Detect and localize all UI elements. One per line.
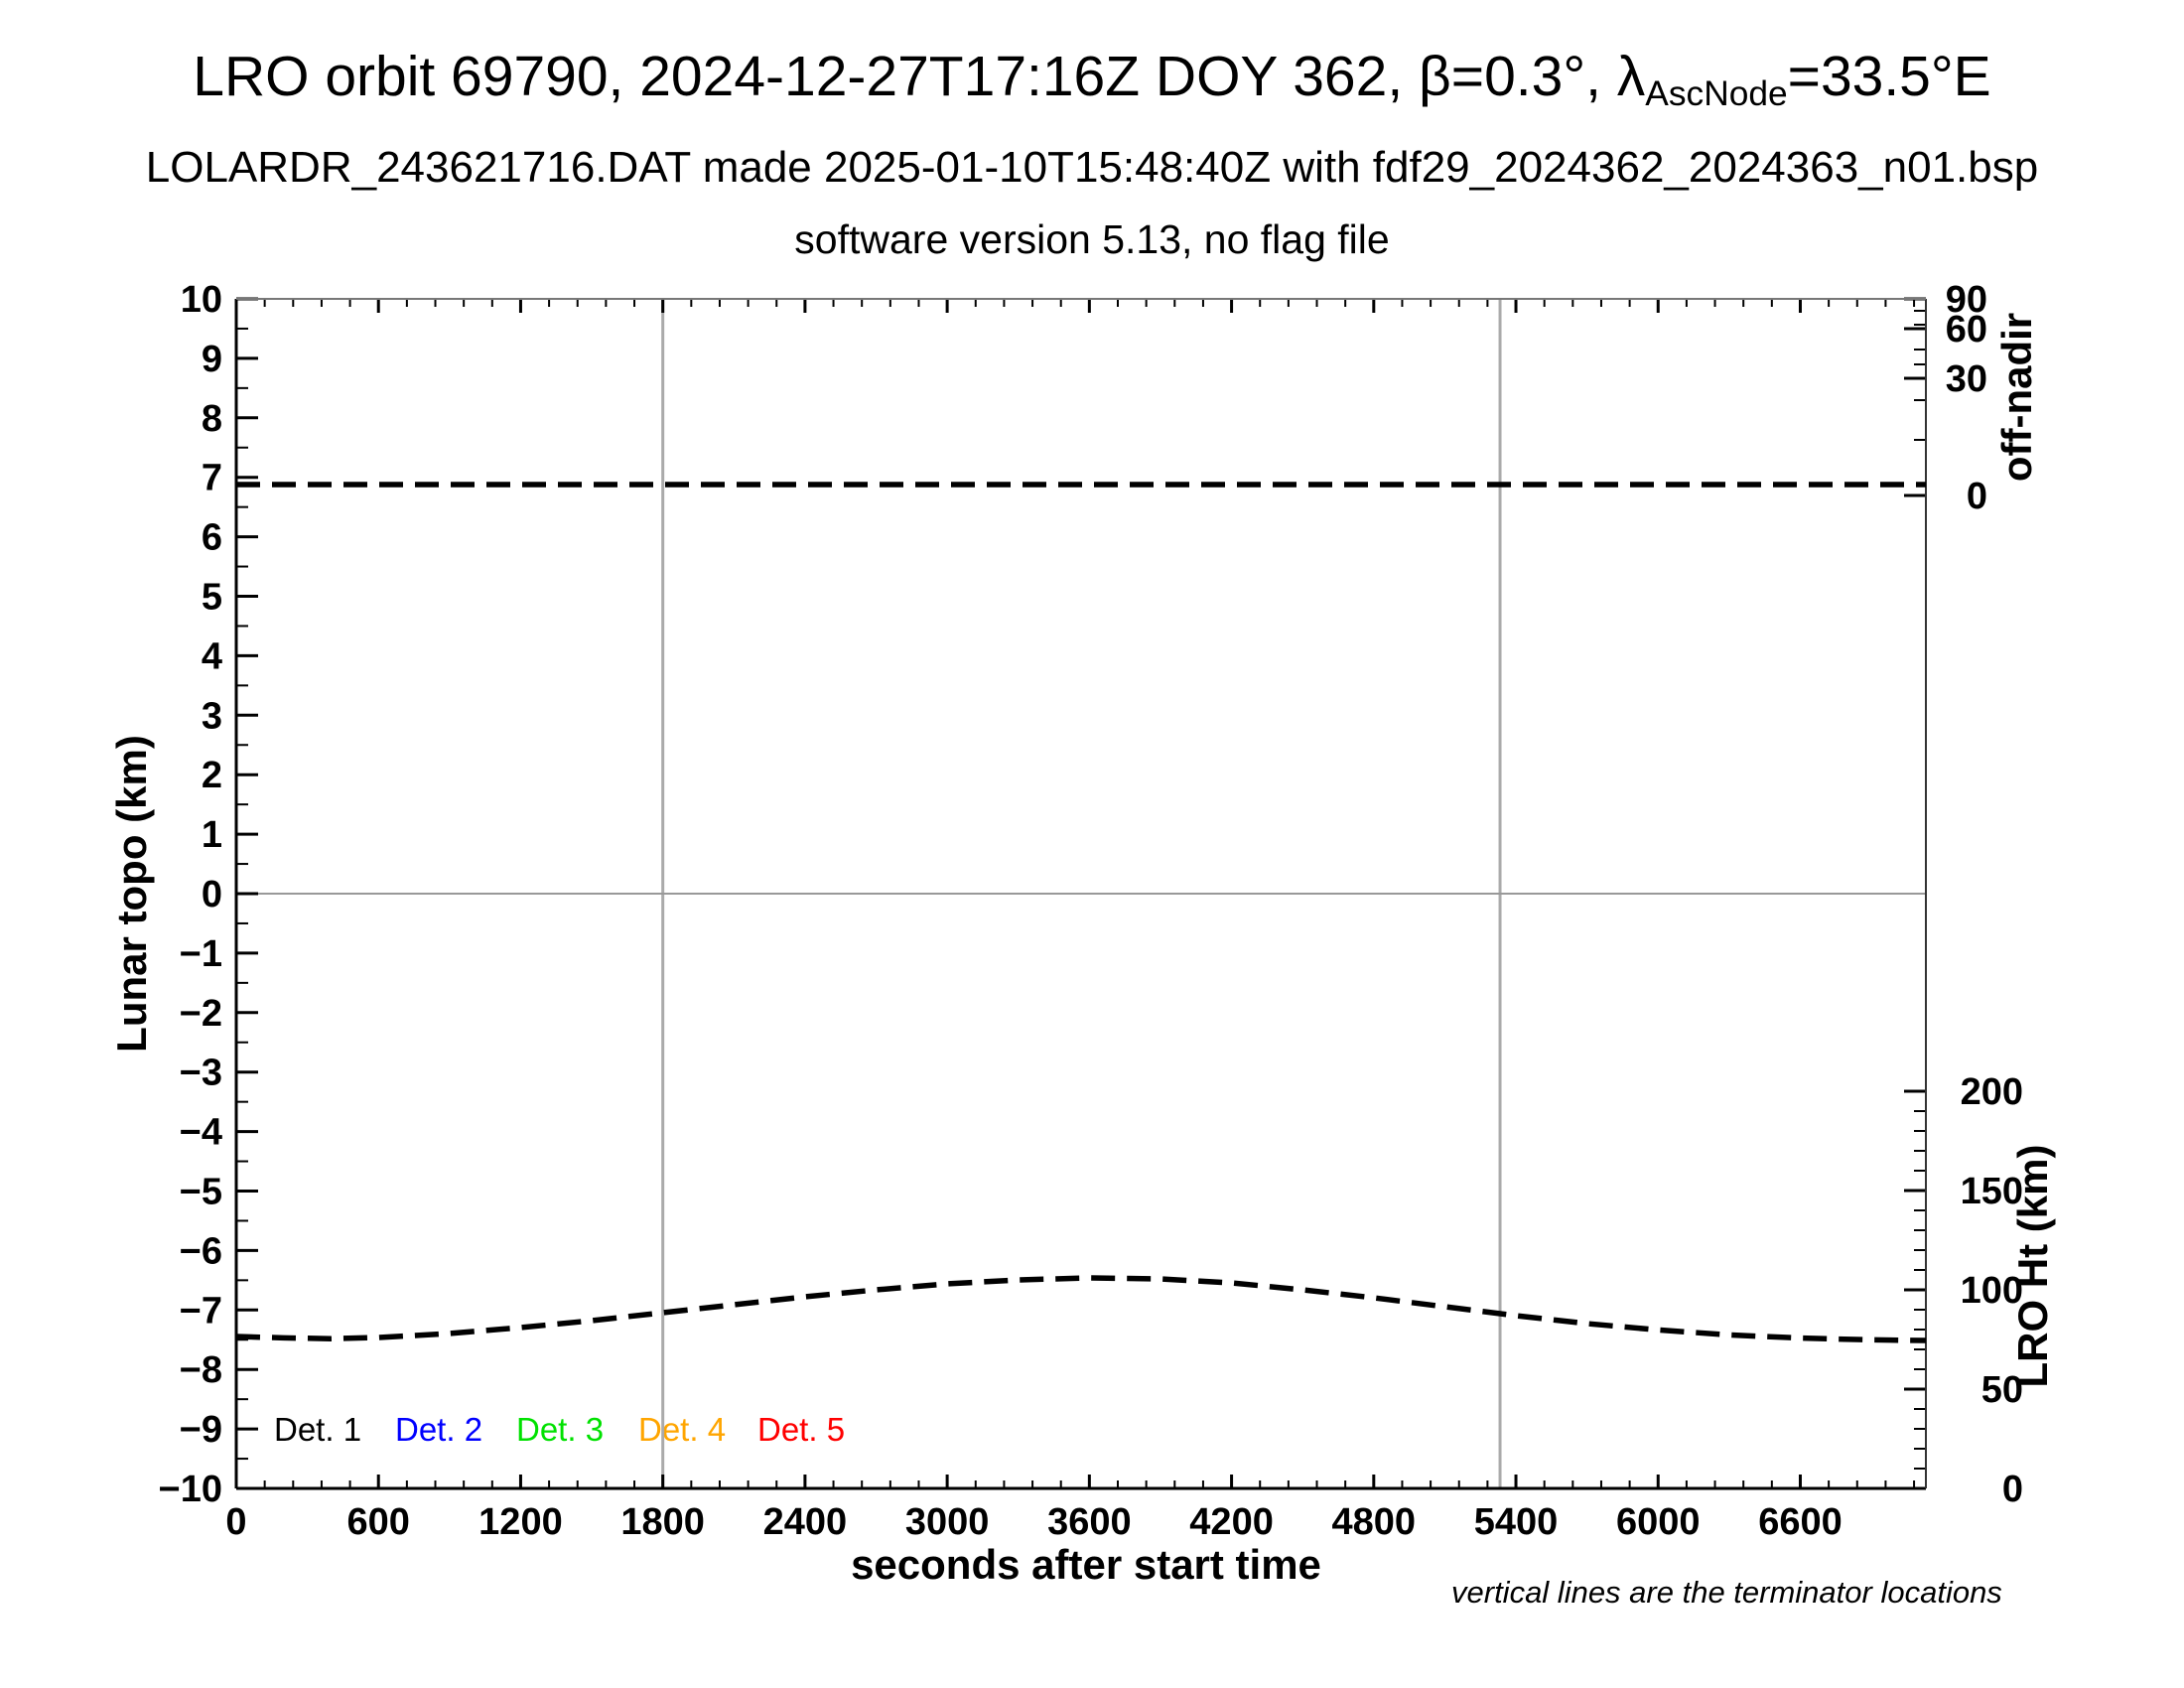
legend-det-5: Det. 5	[757, 1411, 846, 1448]
offnadir-tick-label: 60	[1946, 309, 1987, 351]
y-tick-label: 6	[202, 517, 222, 559]
legend-det-2: Det. 2	[395, 1411, 483, 1448]
x-tick-label: 600	[347, 1501, 410, 1543]
x-tick-label: 1200	[478, 1501, 563, 1543]
offnadir-tick-label: 90	[1946, 279, 1987, 321]
x-tick-label: 6000	[1616, 1501, 1701, 1543]
offnadir-tick-label: 30	[1946, 358, 1987, 400]
ht-tick-label: 200	[1961, 1071, 2023, 1113]
y-tick-label: −4	[180, 1112, 222, 1154]
y-tick-label: −5	[180, 1172, 222, 1213]
y-tick-label: −3	[180, 1053, 222, 1094]
subtitle-file-info: LOLARDR_243621716.DAT made 2025-01-10T15…	[145, 143, 2039, 192]
y-tick-label: 4	[202, 635, 222, 677]
ht-tick-label: 100	[1961, 1270, 2023, 1312]
x-tick-label: 6600	[1758, 1501, 1843, 1543]
y-tick-label: −7	[180, 1290, 222, 1332]
y-tick-label: 8	[202, 398, 222, 440]
legend-det-3: Det. 3	[516, 1411, 605, 1448]
ht-tick-label: 50	[1981, 1369, 2023, 1411]
ht-tick-label: 150	[1961, 1171, 2023, 1212]
ht-tick-label: 0	[2002, 1469, 2023, 1510]
x-tick-label: 4800	[1332, 1501, 1417, 1543]
y-tick-label: 3	[202, 695, 222, 737]
x-tick-label: 3000	[905, 1501, 990, 1543]
page-title: LRO orbit 69790, 2024-12-27T17:16Z DOY 3…	[193, 44, 1990, 114]
title-suffix: =33.5°E	[1787, 45, 1991, 108]
offnadir-tick-label: 0	[1967, 476, 1987, 517]
y-tick-label: −1	[180, 933, 222, 975]
y-tick-label: −8	[180, 1349, 222, 1391]
subtitle-software-version: software version 5.13, no flag file	[794, 216, 1390, 262]
y-tick-label: 1	[202, 814, 222, 856]
y-tick-label: 5	[202, 577, 222, 619]
y-tick-label: −6	[180, 1230, 222, 1272]
y-tick-label: 9	[202, 339, 222, 380]
y-tick-label: 10	[181, 279, 222, 321]
y-tick-label: 0	[202, 874, 222, 915]
curve-LRO-height	[235, 1275, 1927, 1343]
title-text: LRO orbit 69790, 2024-12-27T17:16Z DOY 3…	[193, 45, 1646, 108]
x-tick-label: 3600	[1047, 1501, 1132, 1543]
y-tick-label: 2	[202, 755, 222, 796]
title-subscript-ascnode: AscNode	[1645, 73, 1788, 113]
x-tick-label: 1800	[620, 1501, 705, 1543]
y-tick-label: −9	[180, 1409, 222, 1451]
legend-det-1: Det. 1	[274, 1411, 362, 1448]
x-tick-label: 5400	[1474, 1501, 1559, 1543]
x-tick-label: 0	[225, 1501, 246, 1543]
x-tick-label: 2400	[763, 1501, 848, 1543]
terminator-footnote: vertical lines are the terminator locati…	[1451, 1575, 2002, 1610]
y-tick-label: −2	[180, 993, 222, 1035]
legend-det-4: Det. 4	[638, 1411, 727, 1448]
y-tick-label: 7	[202, 458, 222, 499]
y-tick-label: −10	[159, 1469, 222, 1510]
x-tick-label: 4200	[1189, 1501, 1274, 1543]
x-axis-label: seconds after start time	[851, 1541, 1321, 1588]
